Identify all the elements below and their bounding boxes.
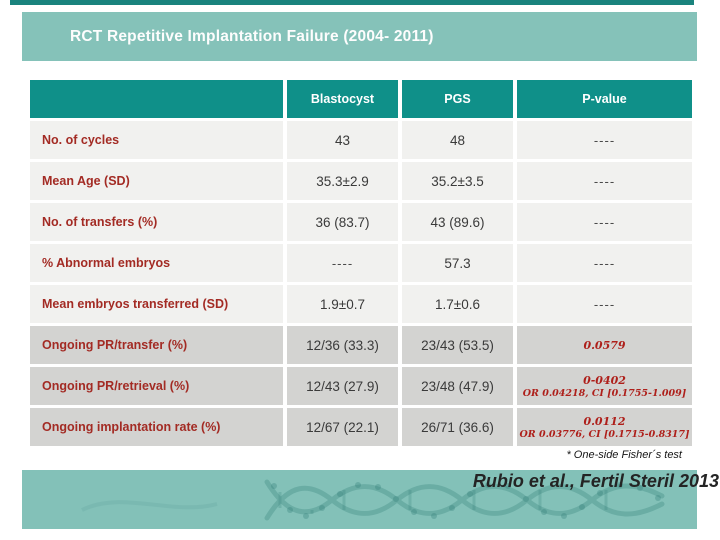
citation: Rubio et al., Fertil Steril 2013 <box>472 471 719 491</box>
row-label: Mean Age (SD) <box>30 162 283 200</box>
cell-blastocyst: 12/36 (33.3) <box>287 326 398 364</box>
cell-pgs: 26/71 (36.6) <box>402 408 513 446</box>
cell-pvalue: ---- <box>517 162 692 200</box>
cell-pgs: 1.7±0.6 <box>402 285 513 323</box>
cell-pvalue: ---- <box>517 203 692 241</box>
p-value-main: 0.0112 <box>583 414 626 428</box>
top-accent-bar <box>10 0 694 5</box>
cell-blastocyst: 35.3±2.9 <box>287 162 398 200</box>
cell-pgs: 57.3 <box>402 244 513 282</box>
row-label: Ongoing PR/retrieval (%) <box>30 367 283 405</box>
cell-blastocyst: ---- <box>287 244 398 282</box>
cell-blastocyst: 36 (83.7) <box>287 203 398 241</box>
title-banner: RCT Repetitive Implantation Failure (200… <box>22 12 697 61</box>
column-header-empty <box>30 80 283 118</box>
dna-helix-graphic <box>81 479 665 521</box>
cell-pgs: 23/43 (53.5) <box>402 326 513 364</box>
cell-pvalue: ---- <box>517 244 692 282</box>
row-label: No. of transfers (%) <box>30 203 283 241</box>
p-value-main: 0.0579 <box>583 338 626 352</box>
page-title: RCT Repetitive Implantation Failure (200… <box>70 27 434 45</box>
footnote: * One-side Fisher´s test <box>566 449 682 461</box>
column-header-blastocyst: Blastocyst <box>287 80 398 118</box>
row-label: Ongoing PR/transfer (%) <box>30 326 283 364</box>
p-value-detail: OR 0.03776, CI [0.1715-0.8317] <box>519 428 690 440</box>
row-label: Ongoing implantation rate (%) <box>30 408 283 446</box>
row-label: No. of cycles <box>30 121 283 159</box>
cell-pvalue: 0.0579 <box>517 326 692 364</box>
cell-pgs: 23/48 (47.9) <box>402 367 513 405</box>
cell-pgs: 35.2±3.5 <box>402 162 513 200</box>
cell-pvalue: ---- <box>517 121 692 159</box>
cell-pvalue: 0-0402 OR 0.04218, CI [0.1755-1.009] <box>517 367 692 405</box>
p-value-main: 0-0402 <box>583 373 626 387</box>
row-label: % Abnormal embryos <box>30 244 283 282</box>
cell-blastocyst: 12/43 (27.9) <box>287 367 398 405</box>
row-label: Mean embryos transferred (SD) <box>30 285 283 323</box>
cell-blastocyst: 43 <box>287 121 398 159</box>
cell-pvalue: ---- <box>517 285 692 323</box>
cell-blastocyst: 1.9±0.7 <box>287 285 398 323</box>
column-header-pgs: PGS <box>402 80 513 118</box>
data-table: Blastocyst PGS P-value No. of cycles 43 … <box>30 80 692 446</box>
cell-pvalue: 0.0112 OR 0.03776, CI [0.1715-0.8317] <box>517 408 692 446</box>
p-value-detail: OR 0.04218, CI [0.1755-1.009] <box>522 387 687 399</box>
bottom-banner <box>22 470 697 529</box>
cell-blastocyst: 12/67 (22.1) <box>287 408 398 446</box>
column-header-pvalue: P-value <box>517 80 692 118</box>
cell-pgs: 48 <box>402 121 513 159</box>
cell-pgs: 43 (89.6) <box>402 203 513 241</box>
